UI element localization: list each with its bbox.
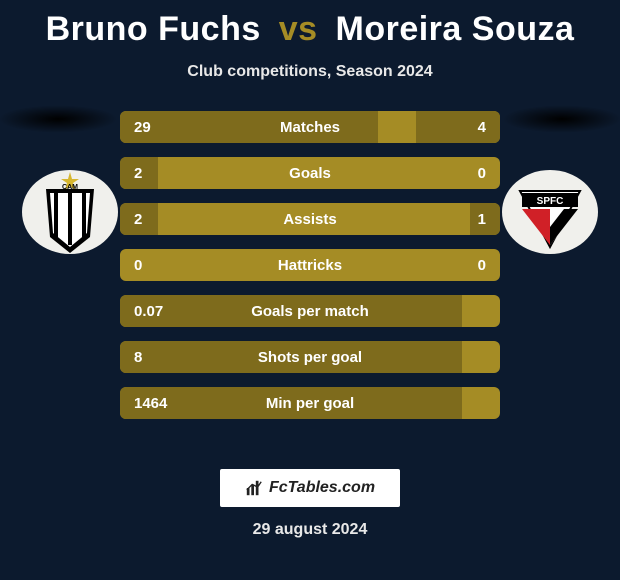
- stat-label: Shots per goal: [210, 349, 410, 366]
- stat-row: 1464Min per goal: [120, 387, 500, 419]
- svg-text:SPFC: SPFC: [537, 196, 564, 207]
- stat-row: 2Goals0: [120, 157, 500, 189]
- player1-name: Bruno Fuchs: [46, 10, 261, 48]
- stat-value-left: 0: [120, 257, 210, 274]
- stat-label: Goals: [210, 165, 410, 182]
- stat-value-left: 8: [120, 349, 210, 366]
- player2-name: Moreira Souza: [336, 10, 575, 48]
- shadow-ellipse-right: [502, 105, 620, 133]
- stat-row: 29Matches4: [120, 111, 500, 143]
- club-logo-right: SPFC: [500, 167, 600, 257]
- stat-row: 2Assists1: [120, 203, 500, 235]
- stat-value-right: 4: [410, 119, 500, 136]
- atletico-mineiro-icon: CAM: [20, 167, 120, 257]
- sao-paulo-icon: SPFC: [500, 167, 600, 257]
- stat-row: 8Shots per goal: [120, 341, 500, 373]
- stat-value-right: 0: [410, 257, 500, 274]
- vs-label: vs: [279, 10, 318, 48]
- club-logo-left: CAM: [20, 167, 120, 257]
- stat-value-left: 0.07: [120, 303, 210, 320]
- subtitle: Club competitions, Season 2024: [0, 63, 620, 81]
- date-label: 29 august 2024: [0, 521, 620, 539]
- shadow-ellipse-left: [0, 105, 118, 133]
- stat-row: 0.07Goals per match: [120, 295, 500, 327]
- stat-value-left: 2: [120, 165, 210, 182]
- stat-label: Hattricks: [210, 257, 410, 274]
- stat-label: Min per goal: [210, 395, 410, 412]
- stat-value-right: 0: [410, 165, 500, 182]
- watermark-chart-icon: [245, 479, 263, 497]
- page-title: Bruno Fuchs vs Moreira Souza: [0, 0, 620, 49]
- stat-label: Matches: [210, 119, 410, 136]
- svg-text:CAM: CAM: [62, 184, 78, 191]
- stat-value-left: 29: [120, 119, 210, 136]
- watermark-text: FcTables.com: [269, 479, 375, 497]
- watermark: FcTables.com: [220, 469, 400, 507]
- stat-value-left: 1464: [120, 395, 210, 412]
- stat-label: Assists: [210, 211, 410, 228]
- comparison-content: CAM SPFC 29Matches42Goals02Assists10Hatt…: [0, 111, 620, 451]
- stat-value-right: 1: [410, 211, 500, 228]
- stat-row: 0Hattricks0: [120, 249, 500, 281]
- stat-value-left: 2: [120, 211, 210, 228]
- stat-label: Goals per match: [210, 303, 410, 320]
- stat-bars-container: 29Matches42Goals02Assists10Hattricks00.0…: [120, 111, 500, 433]
